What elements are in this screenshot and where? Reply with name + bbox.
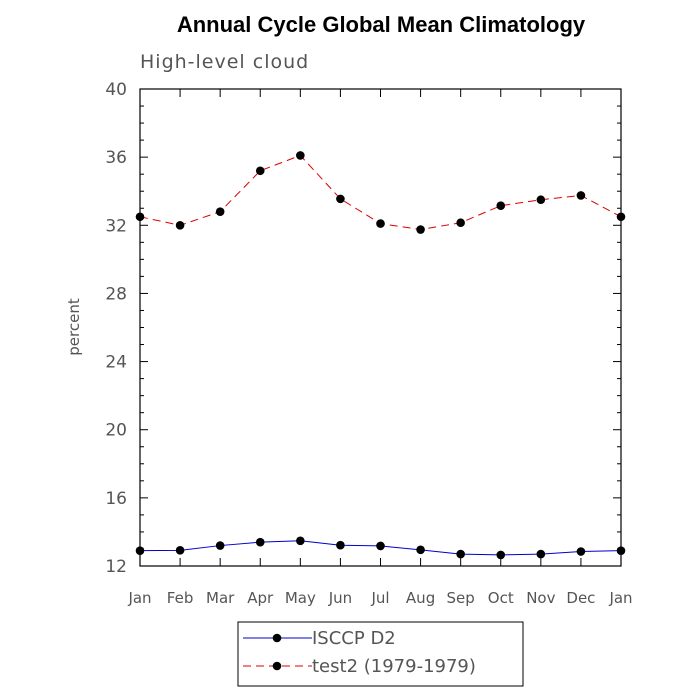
data-point [175, 546, 185, 555]
y-tick-label: 12 [105, 557, 127, 577]
data-point [135, 546, 145, 555]
data-point [296, 151, 305, 160]
series-line [139, 154, 622, 231]
data-point [215, 541, 225, 550]
legend-box [237, 621, 524, 687]
x-tick-label: Jul [370, 589, 389, 607]
y-tick-label: 36 [105, 148, 127, 168]
data-point [496, 201, 506, 210]
x-tick-label: May [285, 589, 316, 607]
x-tick-label: Dec [566, 589, 595, 607]
x-tick-label: Oct [488, 589, 514, 607]
x-tick-label: Apr [247, 589, 274, 607]
y-tick-label: 16 [105, 489, 127, 509]
x-tick-label: Jan [608, 589, 632, 607]
y-tick-label: 28 [105, 284, 127, 304]
data-point [496, 550, 506, 560]
legend-label: ISCCP D2 [312, 628, 396, 649]
data-point [416, 545, 425, 555]
data-point [215, 207, 225, 216]
series-2 [135, 151, 626, 234]
legend-entry: test2 (1979-1979) [243, 656, 476, 677]
y-axis-label: percent [65, 298, 83, 356]
chart-subtitle: High-level cloud [140, 51, 309, 73]
legend-label: test2 (1979-1979) [312, 656, 476, 677]
data-point [536, 195, 546, 205]
data-point [536, 549, 546, 559]
x-tick-label: Jun [328, 589, 352, 607]
data-point [576, 547, 586, 556]
y-tick-label: 40 [105, 80, 127, 100]
plot-frame [139, 88, 622, 567]
x-tick-label: Aug [406, 589, 435, 607]
data-point [376, 219, 385, 228]
legend: ISCCP D2 test2 (1979-1979) [237, 621, 524, 687]
data-point [416, 225, 425, 234]
x-tick-label: Nov [526, 589, 555, 607]
series-layer [135, 151, 626, 560]
legend-marker [272, 661, 282, 671]
data-point [336, 194, 345, 204]
data-point [135, 212, 145, 222]
data-point [296, 536, 305, 546]
data-point [576, 191, 586, 200]
data-point [175, 220, 185, 230]
y-tick-label: 20 [105, 421, 127, 441]
data-point [255, 166, 265, 176]
data-point [616, 212, 626, 222]
legend-entry: ISCCP D2 [243, 628, 396, 649]
data-point [456, 549, 465, 559]
y-tick-label: 32 [105, 216, 127, 236]
y-tick-label: 24 [105, 353, 127, 373]
data-point [336, 540, 345, 550]
x-tick-label: Feb [167, 589, 194, 607]
x-tick-label: Mar [206, 589, 235, 607]
x-tick-label: Jan [127, 589, 151, 607]
legend-marker [272, 633, 282, 643]
data-point [616, 546, 626, 555]
x-tick-label: Sep [447, 589, 475, 607]
data-point [456, 218, 465, 228]
data-point [376, 541, 385, 551]
data-point [255, 537, 265, 547]
series-1 [135, 536, 626, 560]
chart-title: Annual Cycle Global Mean Climatology [177, 12, 586, 37]
axes: 12 16 20 24 28 32 36 40 Jan Feb Mar Apr May Jun Jul Aug… [105, 80, 632, 607]
